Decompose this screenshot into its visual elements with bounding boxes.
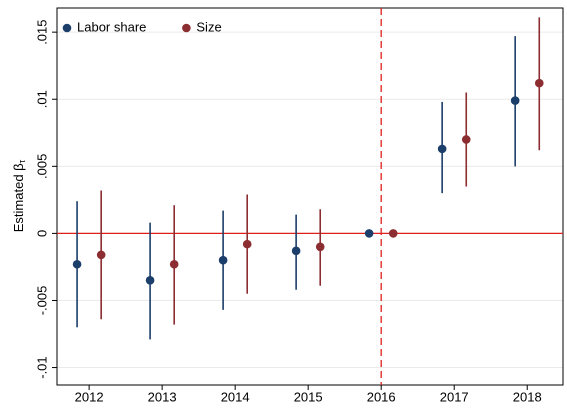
y-tick-label: -.005	[34, 286, 49, 316]
point	[96, 250, 106, 260]
x-tick-label: 2017	[440, 389, 469, 404]
point	[364, 229, 374, 238]
point	[291, 246, 301, 256]
point	[388, 229, 398, 238]
point	[534, 78, 544, 88]
y-tick-label: -.01	[34, 356, 49, 378]
x-tick-label: 2016	[367, 389, 396, 404]
plot-frame	[56, 7, 564, 386]
y-axis-label: Estimated βτ	[11, 159, 27, 232]
y-tick-label: .005	[34, 154, 49, 179]
x-tick-label: 2018	[513, 389, 542, 404]
point	[169, 259, 179, 269]
point	[145, 276, 155, 285]
point	[437, 144, 447, 154]
point	[315, 242, 325, 252]
point	[242, 239, 252, 249]
legend-swatch	[182, 23, 191, 33]
y-tick-label: 0	[34, 230, 49, 237]
x-tick-label: 2015	[294, 389, 323, 404]
y-axis-label-text: Estimated β	[11, 163, 26, 232]
point	[218, 255, 228, 265]
point	[510, 96, 520, 105]
y-tick-label: .015	[34, 19, 49, 44]
y-tick-label: .01	[34, 90, 49, 108]
x-tick-label: 2013	[148, 389, 177, 404]
point	[72, 259, 82, 269]
legend-label: Size	[196, 19, 221, 34]
x-tick-label: 2012	[75, 389, 104, 404]
y-axis-label-subscript: τ	[17, 159, 27, 163]
x-tick-label: 2014	[221, 389, 250, 404]
point	[461, 135, 471, 144]
legend-label: Labor share	[77, 19, 146, 34]
legend-swatch	[62, 23, 72, 33]
